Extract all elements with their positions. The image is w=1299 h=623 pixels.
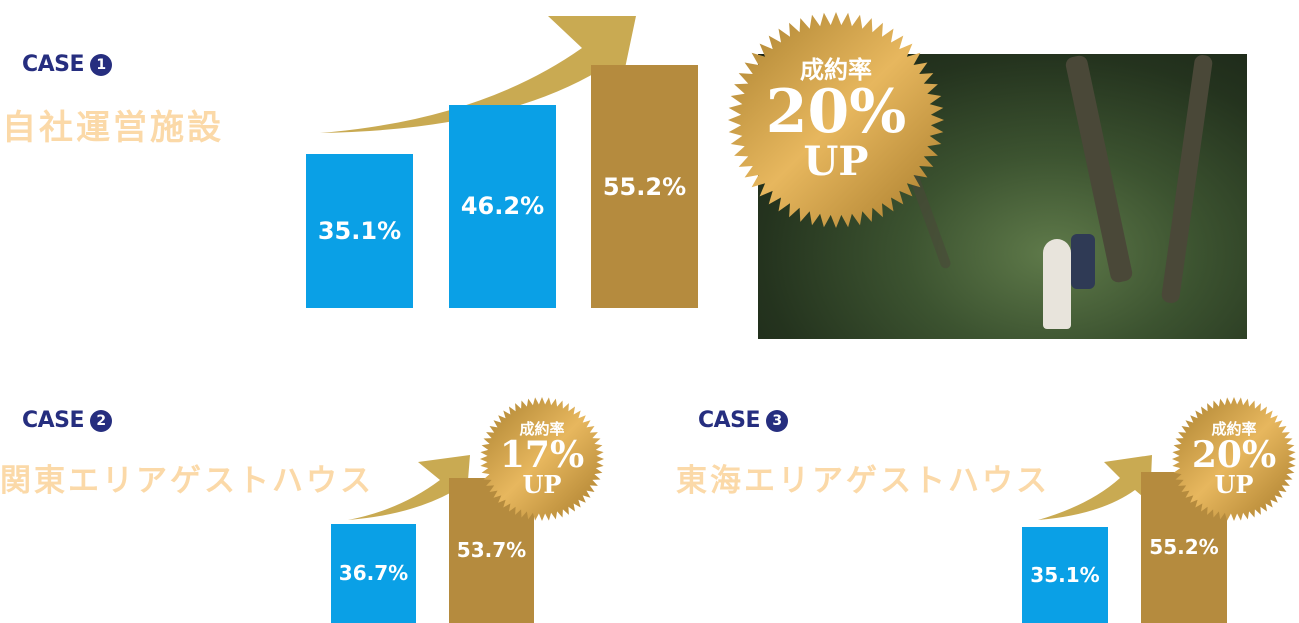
- badge-up: UP: [522, 469, 562, 499]
- arrow-case-3: [1038, 455, 1152, 520]
- badge-case-2: 成約率 17% UP: [480, 397, 604, 521]
- badge-percent: 17%: [499, 433, 585, 476]
- case-title-1: 自社運営施設: [2, 108, 224, 148]
- bar-case-3-1: 35.1%: [1022, 526, 1108, 623]
- case-label-2: CASE 2: [22, 408, 113, 433]
- case-title-2: 関東エリアゲストハウス: [0, 463, 374, 499]
- badge-percent: 20%: [1191, 433, 1277, 476]
- bar-value-label: 55.2%: [1149, 535, 1219, 560]
- bar-case-1-1: 35.1%: [306, 153, 413, 308]
- case-label-1: CASE 1: [22, 52, 113, 77]
- arrow-case-2: [348, 455, 470, 520]
- bar-case-2-1: 36.7%: [331, 523, 416, 623]
- case-title-3: 東海エリアゲストハウス: [676, 463, 1050, 499]
- bar-value-label: 55.2%: [602, 172, 687, 201]
- badge-up: UP: [803, 138, 869, 185]
- starburst-icon: [1172, 397, 1296, 521]
- bar-value-label: 36.7%: [338, 561, 409, 586]
- bar-case-1-2: 46.2%: [449, 104, 556, 308]
- couple: [1043, 219, 1103, 329]
- starburst-icon: [480, 397, 604, 521]
- badge-line1: 成約率: [1211, 419, 1257, 438]
- bar-value-label: 35.1%: [1030, 562, 1100, 587]
- bar-value-label: 46.2%: [460, 192, 545, 221]
- bar-value-label: 35.1%: [317, 216, 402, 245]
- badge-line1: 成約率: [519, 419, 565, 438]
- bar-case-1-3: 55.2%: [591, 65, 698, 308]
- case-label-3: CASE 3: [698, 408, 789, 433]
- badge-case-1: 成約率 20% UP: [728, 12, 944, 228]
- bar-value-label: 53.7%: [456, 538, 527, 563]
- badge-case-3: 成約率 20% UP: [1172, 397, 1296, 521]
- badge-up: UP: [1214, 469, 1254, 499]
- badge-percent: 20%: [765, 77, 907, 147]
- starburst-icon: [728, 12, 944, 228]
- badge-line1: 成約率: [800, 55, 872, 84]
